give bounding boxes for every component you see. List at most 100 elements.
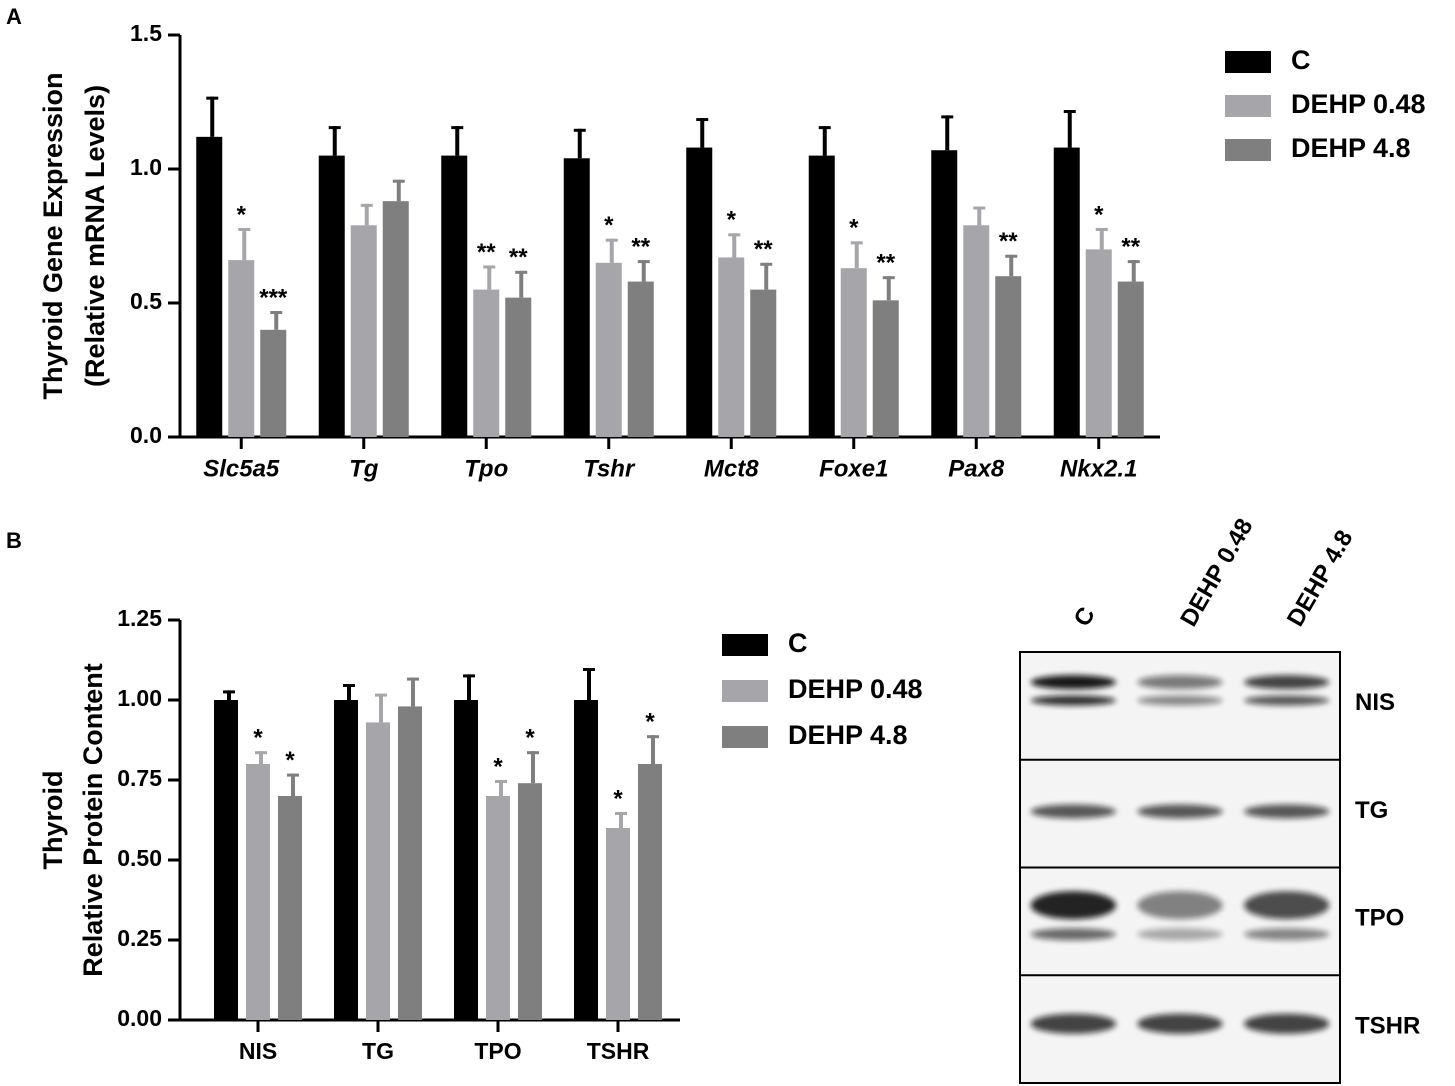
significance-label: *** <box>259 284 288 311</box>
significance-label: * <box>493 753 503 780</box>
blot-row-label: TG <box>1355 797 1388 824</box>
legend-swatch <box>722 634 768 656</box>
significance-label: ** <box>754 236 773 263</box>
significance-label: * <box>525 725 535 752</box>
significance-label: ** <box>999 228 1018 255</box>
x-tick-label: Nkx2.1 <box>1060 455 1137 482</box>
x-tick-label: Tpo <box>464 455 508 482</box>
bar <box>278 796 302 1020</box>
legend-swatch <box>1225 51 1271 73</box>
bar <box>366 722 390 1020</box>
y-tick-label: 0.25 <box>117 925 162 951</box>
bar <box>518 783 542 1020</box>
blot-band <box>1030 928 1117 941</box>
blot-row-label: TPO <box>1355 905 1404 932</box>
y-tick-label: 1.00 <box>117 685 162 711</box>
bar <box>334 700 358 1020</box>
x-tick-label: Tshr <box>583 455 636 482</box>
legend-label: C <box>788 628 808 658</box>
x-tick-label: Tg <box>349 455 379 482</box>
bar <box>214 700 238 1020</box>
bar <box>246 764 270 1020</box>
bar <box>750 289 777 437</box>
panel-label: B <box>6 528 22 553</box>
significance-label: ** <box>876 250 895 277</box>
bar <box>686 147 713 437</box>
bar <box>473 289 500 437</box>
significance-label: * <box>1094 201 1104 228</box>
bar <box>995 276 1022 437</box>
legend-label: DEHP 0.48 <box>1291 89 1426 119</box>
legend-label: C <box>1291 45 1311 75</box>
legend-swatch <box>1225 95 1271 117</box>
x-tick-label: TSHR <box>587 1038 650 1064</box>
blot-band <box>1244 1013 1330 1034</box>
bar <box>441 155 468 437</box>
blot-band <box>1137 695 1223 706</box>
legend-swatch <box>722 680 768 702</box>
significance-label: ** <box>509 244 528 271</box>
significance-label: * <box>253 725 263 752</box>
bar <box>595 262 622 437</box>
legend-swatch <box>1225 139 1271 161</box>
blot-band <box>1137 928 1223 941</box>
y-tick-label: 0.50 <box>117 845 162 871</box>
bar <box>574 700 598 1020</box>
bar <box>840 268 867 437</box>
bar <box>931 150 958 438</box>
legend-swatch <box>722 726 768 748</box>
blot-band <box>1244 804 1330 819</box>
blot-band <box>1030 695 1117 706</box>
significance-label: * <box>604 212 614 239</box>
significance-label: * <box>849 215 859 242</box>
significance-label: ** <box>477 239 496 266</box>
x-tick-label: Slc5a5 <box>203 455 280 482</box>
y-tick-label: 0.5 <box>130 288 162 314</box>
x-tick-label: TG <box>362 1038 394 1064</box>
bar <box>260 329 287 437</box>
bar <box>382 201 409 437</box>
y-tick-label: 0.0 <box>130 422 162 448</box>
legend-label: DEHP 4.8 <box>1291 133 1411 163</box>
bar <box>563 158 590 437</box>
blot-frame <box>1019 651 1341 1084</box>
y-tick-label: 0.00 <box>117 1005 162 1031</box>
blot-band <box>1030 891 1117 920</box>
blot-band <box>1137 804 1223 819</box>
blot-band <box>1244 675 1330 690</box>
blot-band <box>1137 1013 1223 1034</box>
y-axis-label: Relative Protein Content <box>78 663 108 977</box>
bar <box>350 225 377 437</box>
blot-band <box>1244 928 1330 941</box>
y-axis-label: Thyroid Gene Expression <box>38 72 68 399</box>
legend-label: DEHP 4.8 <box>788 720 908 750</box>
bar <box>872 300 899 437</box>
blot-band <box>1244 695 1330 706</box>
blot-band <box>1030 804 1117 819</box>
significance-label: * <box>285 747 295 774</box>
bar <box>196 136 223 437</box>
panel-label: A <box>6 4 22 29</box>
bar <box>1085 249 1112 437</box>
blot-band <box>1030 1013 1117 1034</box>
y-tick-label: 1.5 <box>130 20 162 46</box>
bar <box>486 796 510 1020</box>
x-tick-label: Mct8 <box>704 455 759 482</box>
bar <box>398 706 422 1020</box>
x-tick-label: Pax8 <box>948 455 1005 482</box>
blot-lane-label: DEHP 0.48 <box>1175 514 1258 631</box>
blot-band <box>1030 675 1117 690</box>
x-tick-label: TPO <box>474 1038 521 1064</box>
y-axis-label: Thyroid <box>38 771 68 870</box>
y-tick-label: 0.75 <box>117 765 162 791</box>
blot-band <box>1137 891 1223 920</box>
blot-row-label: NIS <box>1355 689 1395 716</box>
legend-label: DEHP 0.48 <box>788 674 923 704</box>
blot-lane-label: DEHP 4.8 <box>1282 526 1359 632</box>
bar <box>808 155 835 437</box>
significance-label: ** <box>631 233 650 260</box>
significance-label: * <box>645 709 655 736</box>
y-axis-label: (Relative mRNA Levels) <box>80 85 110 387</box>
bar <box>627 281 654 437</box>
